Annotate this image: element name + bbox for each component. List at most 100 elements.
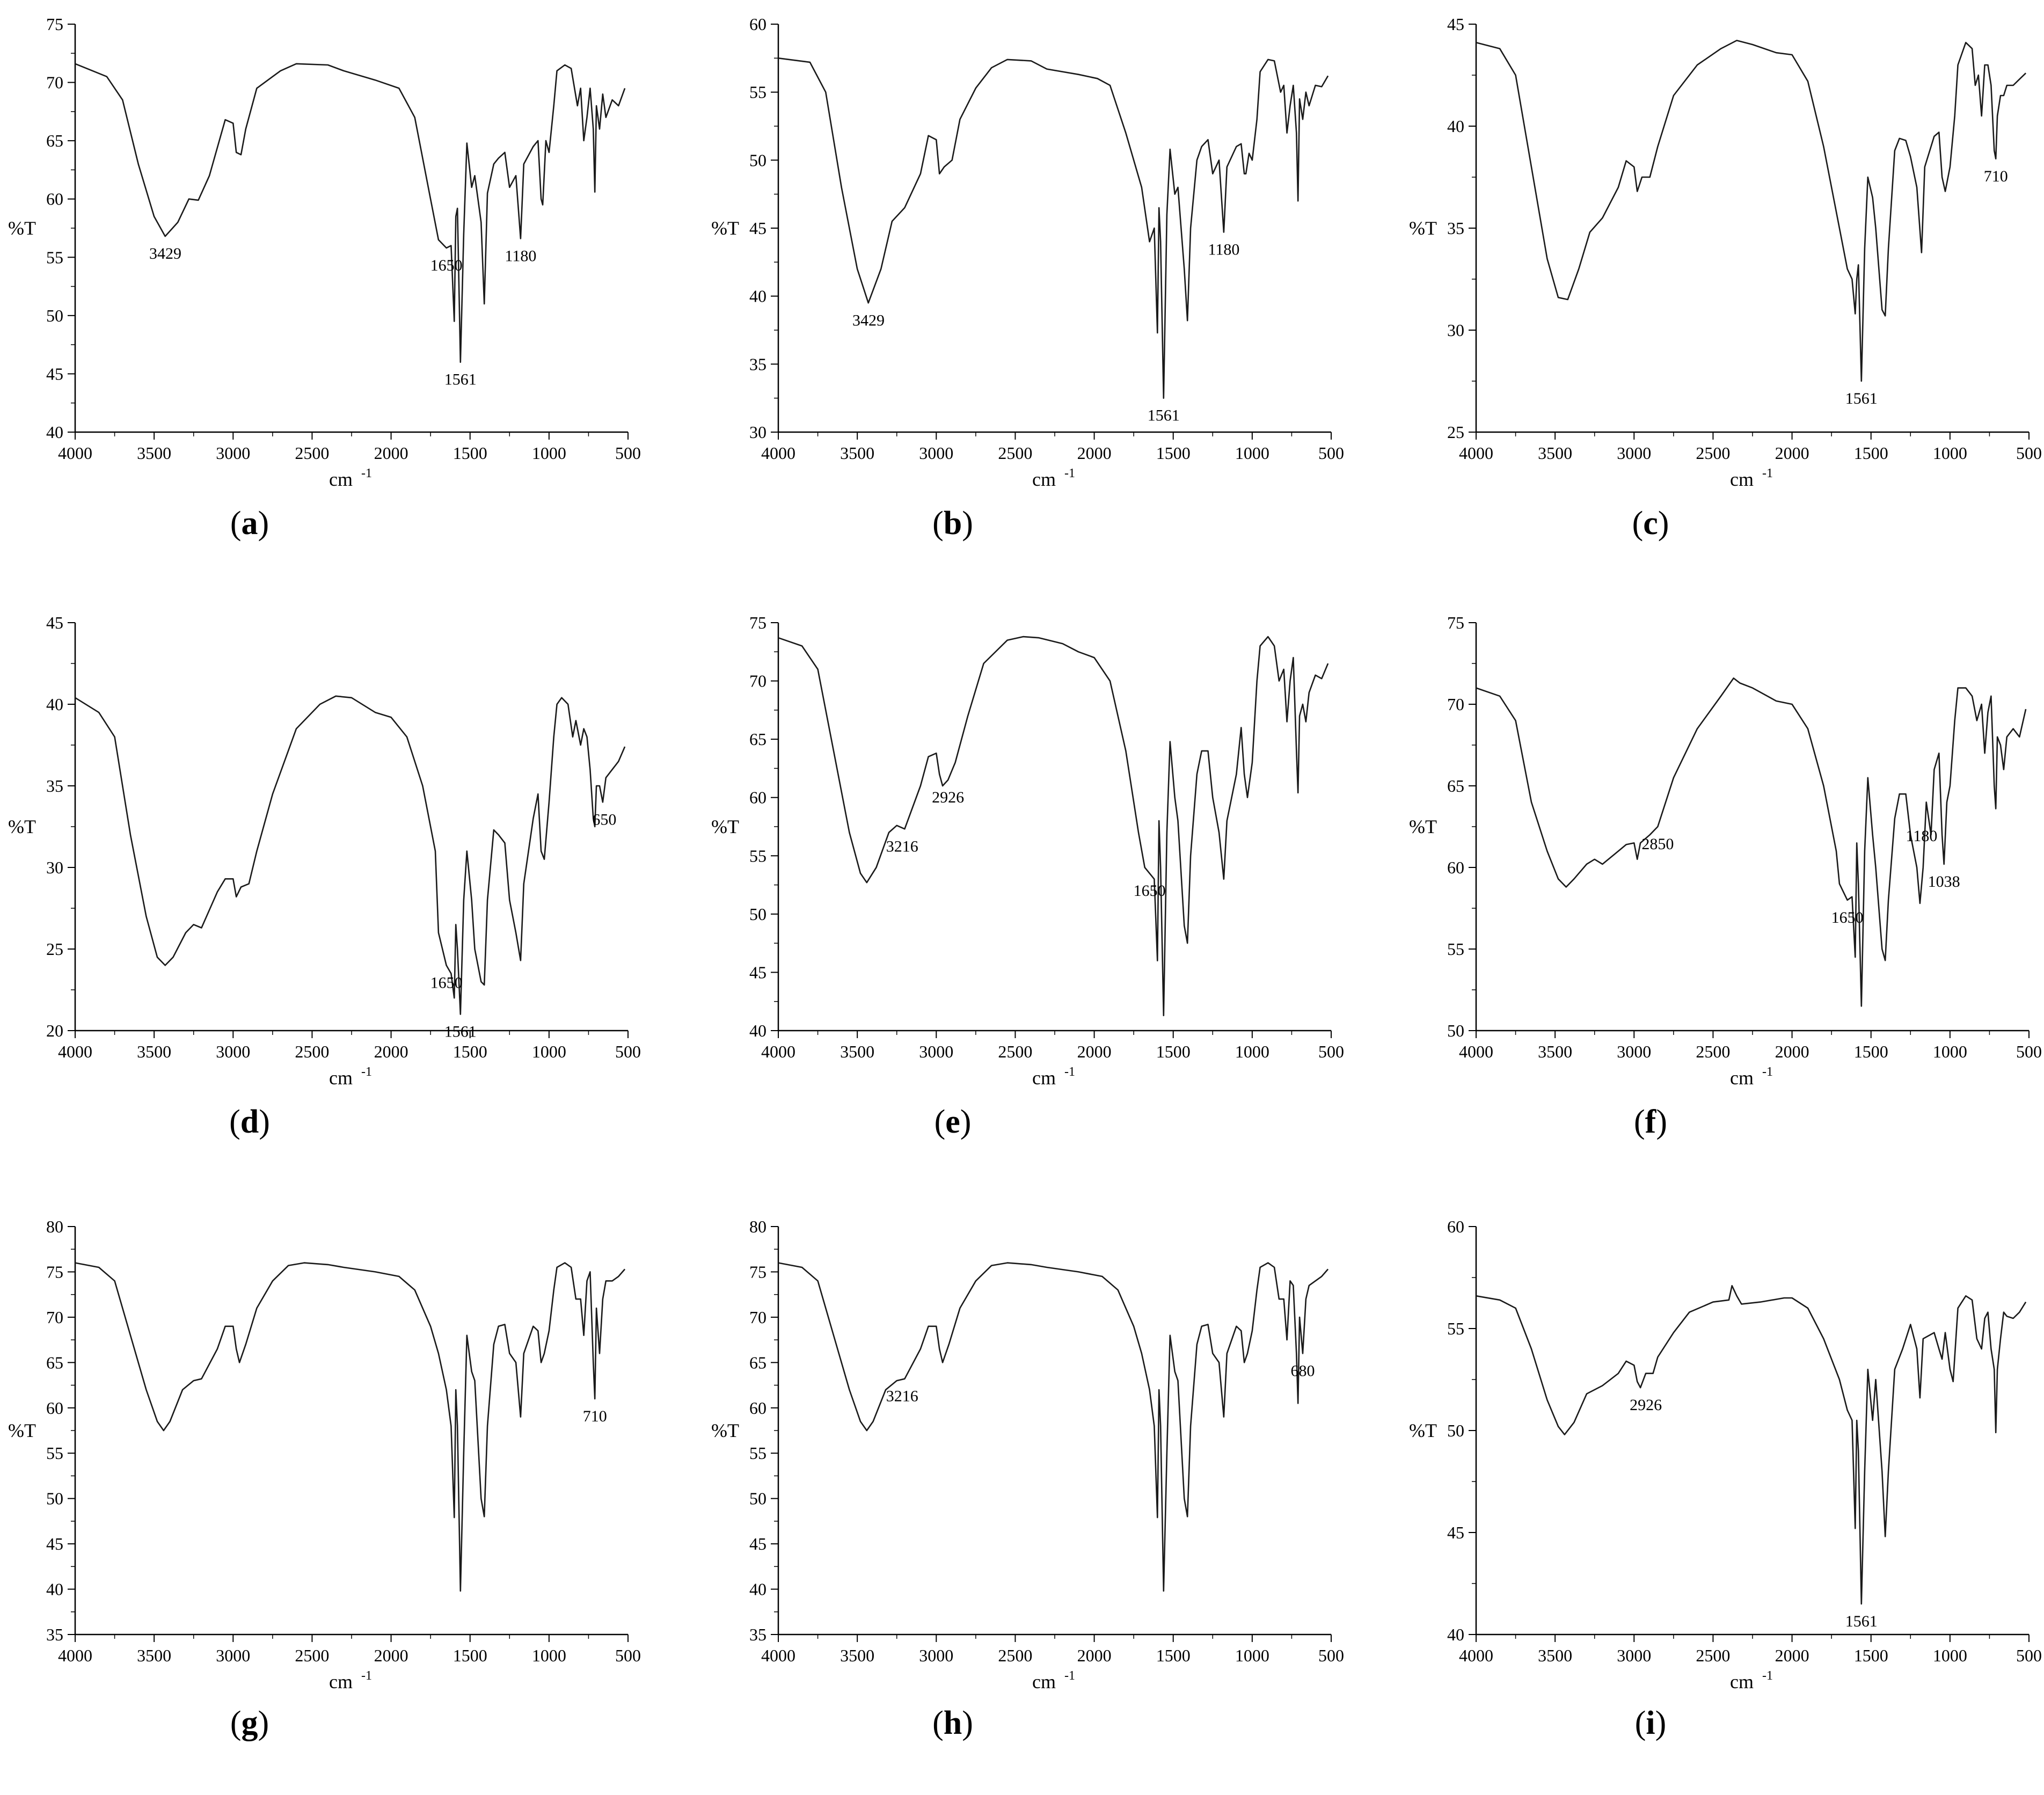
y-tick-label: 25 <box>1447 422 1464 442</box>
y-tick-label: 70 <box>46 1308 63 1327</box>
x-axis-label: cm <box>1730 469 1754 490</box>
x-tick-label: 1500 <box>1156 1042 1191 1061</box>
x-tick-label: 4000 <box>761 1042 795 1061</box>
y-tick-label: 35 <box>1447 218 1464 238</box>
x-tick-label: 2500 <box>998 443 1032 463</box>
y-tick-label: 35 <box>46 776 63 796</box>
x-tick-label: 3500 <box>840 1042 874 1061</box>
peak-label: 1180 <box>1208 241 1239 259</box>
y-tick-label: 50 <box>46 1489 63 1508</box>
y-tick-label: 40 <box>749 1580 766 1599</box>
spectrum-line <box>75 1262 626 1592</box>
y-tick-label: 55 <box>46 247 63 267</box>
x-axis-label: cm <box>1730 1671 1754 1692</box>
y-tick-label: 70 <box>749 672 766 691</box>
y-tick-label: 65 <box>1447 776 1464 796</box>
peak-label: 1650 <box>1831 909 1864 926</box>
y-tick-label: 45 <box>46 1534 63 1553</box>
y-tick-label: 60 <box>1447 858 1464 877</box>
x-tick-label: 4000 <box>761 443 795 463</box>
y-tick-label: 60 <box>749 14 766 34</box>
x-tick-label: 3500 <box>137 1042 171 1061</box>
x-tick-label: 1500 <box>453 1646 487 1665</box>
peak-label: 3216 <box>886 1388 918 1405</box>
spectrum-line <box>1476 40 2027 382</box>
y-tick-label: 20 <box>46 1021 63 1040</box>
x-tick-label: 2000 <box>374 1646 408 1665</box>
x-tick-label: 3500 <box>137 1646 171 1665</box>
x-tick-label: 500 <box>2016 1042 2042 1061</box>
spectrum-line <box>778 636 1329 1017</box>
panel-letter: (g) <box>230 1705 269 1741</box>
panel-letter: (f) <box>1634 1104 1667 1140</box>
x-axis-label: cm <box>329 1671 353 1692</box>
y-tick-label: 45 <box>749 1534 766 1553</box>
peak-label: 3429 <box>149 245 181 262</box>
spectrum-line <box>1476 1285 2027 1605</box>
y-axis-label: %T <box>1409 1420 1437 1441</box>
x-axis-label: cm <box>1730 1067 1754 1089</box>
y-tick-label: 50 <box>749 150 766 170</box>
y-tick-label: 80 <box>46 1217 63 1236</box>
x-axis-label-superscript: -1 <box>1762 1065 1773 1079</box>
x-tick-label: 4000 <box>58 443 92 463</box>
y-tick-label: 70 <box>1447 695 1464 714</box>
y-tick-label: 65 <box>46 1353 63 1372</box>
y-tick-label: 45 <box>749 962 766 982</box>
y-tick-label: 40 <box>749 1021 766 1040</box>
x-tick-label: 1000 <box>1235 443 1269 463</box>
x-tick-label: 2000 <box>1775 1042 1809 1061</box>
y-tick-label: 35 <box>749 354 766 374</box>
x-axis-label: cm <box>329 469 353 490</box>
x-axis-label-superscript: -1 <box>361 1669 372 1683</box>
x-axis-label: cm <box>1032 469 1056 490</box>
y-axis-label: %T <box>8 217 36 239</box>
y-tick-label: 55 <box>1447 1319 1464 1338</box>
x-axis-label-superscript: -1 <box>361 466 372 480</box>
x-axis-label-superscript: -1 <box>1762 1669 1773 1683</box>
x-tick-label: 3500 <box>137 443 171 463</box>
y-tick-label: 75 <box>749 1262 766 1281</box>
y-tick-label: 40 <box>46 422 63 442</box>
panel-letter: (c) <box>1632 505 1669 542</box>
y-tick-label: 40 <box>46 695 63 714</box>
peak-label: 710 <box>1984 167 2008 185</box>
y-tick-label: 40 <box>749 287 766 306</box>
x-axis-label-superscript: -1 <box>361 1065 372 1079</box>
peak-label: 1180 <box>1906 827 1937 845</box>
x-tick-label: 3500 <box>840 1646 874 1665</box>
x-tick-label: 3500 <box>840 443 874 463</box>
y-tick-label: 40 <box>46 1580 63 1599</box>
y-tick-label: 30 <box>1447 320 1464 340</box>
y-tick-label: 80 <box>749 1217 766 1236</box>
y-tick-label: 45 <box>749 218 766 238</box>
x-tick-label: 2500 <box>295 443 329 463</box>
y-tick-label: 40 <box>1447 116 1464 136</box>
x-tick-label: 1500 <box>453 443 487 463</box>
y-tick-label: 65 <box>46 131 63 150</box>
y-tick-label: 65 <box>749 729 766 749</box>
y-tick-label: 55 <box>749 1443 766 1463</box>
x-tick-label: 1000 <box>1235 1042 1269 1061</box>
x-axis-label-superscript: -1 <box>1064 466 1075 480</box>
panel-letter: (e) <box>934 1104 972 1140</box>
peak-label: 1561 <box>444 371 477 389</box>
y-tick-label: 65 <box>749 1353 766 1372</box>
y-tick-label: 50 <box>1447 1421 1464 1440</box>
y-tick-label: 35 <box>749 1625 766 1644</box>
y-tick-label: 60 <box>1447 1217 1464 1236</box>
y-tick-label: 60 <box>749 1398 766 1418</box>
peak-label: 1180 <box>505 247 536 265</box>
x-tick-label: 2500 <box>295 1646 329 1665</box>
x-axis-label: cm <box>1032 1671 1056 1692</box>
x-tick-label: 3000 <box>216 1646 250 1665</box>
x-tick-label: 2500 <box>998 1042 1032 1061</box>
peak-label: 1650 <box>1134 882 1166 900</box>
x-tick-label: 500 <box>1318 1646 1344 1665</box>
